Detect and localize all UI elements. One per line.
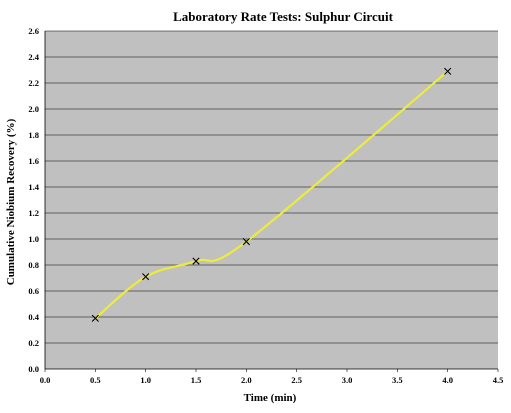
- markers: [91, 67, 452, 322]
- y-tick-label: 0.4: [28, 312, 39, 322]
- x-tick-label: 1.5: [191, 375, 202, 385]
- x-tick-label: 4.0: [442, 375, 453, 385]
- x-tick-label: 3.5: [392, 375, 403, 385]
- x-tick-label: 2.0: [241, 375, 252, 385]
- x-tick-label: 2.5: [291, 375, 302, 385]
- y-tick-label: 2.6: [28, 26, 39, 36]
- y-tick-label: 1.4: [28, 182, 39, 192]
- x-tick-labels: 0.0 0.5 1.0 1.5 2.0 2.5 3.0 3.5 4.0 4.5: [40, 375, 504, 385]
- y-tick-label: 2.0: [28, 104, 39, 114]
- y-tick-labels: 0.0 0.2 0.4 0.6 0.8 1.0 1.2 1.4 1.6 1.8 2.0 2.2 2.4 2…: [28, 26, 39, 374]
- x-tick-label: 1.0: [140, 375, 151, 385]
- data-point-marker: [91, 314, 99, 322]
- y-tick-label: 0.6: [28, 286, 39, 296]
- y-tick-label: 1.2: [28, 208, 39, 218]
- gridlines: [45, 30, 498, 344]
- series: [94, 70, 449, 320]
- data-point-marker: [242, 238, 250, 246]
- x-tick-label: 0.5: [90, 375, 101, 385]
- y-tick-label: 1.8: [28, 130, 39, 140]
- y-tick-label: 2.2: [28, 78, 39, 88]
- data-point-marker: [192, 257, 200, 265]
- y-axis-label: Cumulative Niobium Recovery (%): [5, 118, 17, 285]
- y-tick-label: 0.8: [28, 260, 39, 270]
- x-tick-label: 3.0: [342, 375, 353, 385]
- y-tick-label: 1.0: [28, 234, 39, 244]
- y-tick-label: 2.4: [28, 52, 39, 62]
- plot-area: [45, 31, 498, 369]
- chart-title: Laboratory Rate Tests: Sulphur Circuit: [173, 9, 393, 24]
- data-point-marker: [444, 67, 452, 75]
- x-tick-label: 0.0: [40, 375, 51, 385]
- y-tick-label: 0.2: [28, 338, 39, 348]
- x-tick-label: 4.5: [493, 375, 504, 385]
- series-line-0: [94, 70, 449, 320]
- x-axis-label: Time (min): [244, 392, 297, 404]
- data-point-marker: [142, 273, 150, 281]
- y-tick-label: 0.0: [28, 364, 39, 374]
- y-tick-label: 1.6: [28, 156, 39, 166]
- axes: [44, 31, 499, 372]
